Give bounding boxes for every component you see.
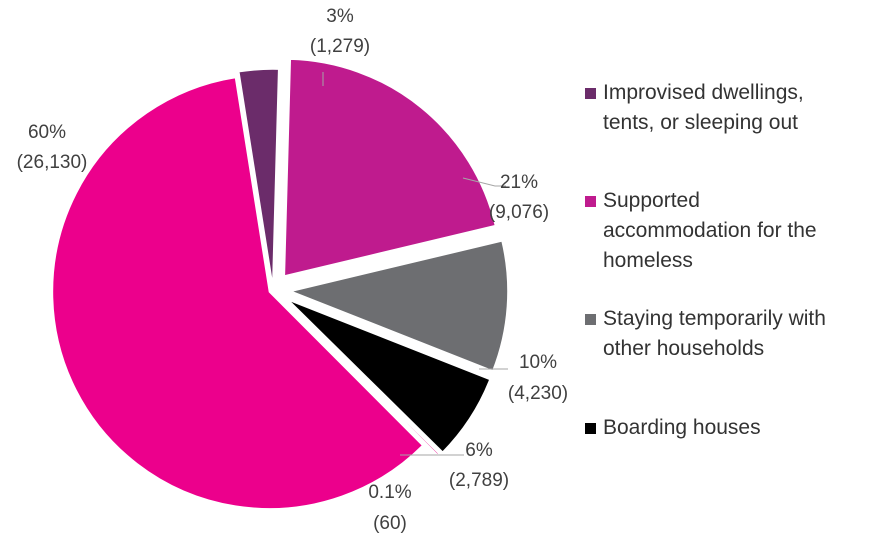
leader-line: [462, 177, 506, 187]
legend-label: Staying temporarily with other household…: [603, 307, 826, 360]
data-label-percent: 21%: [500, 172, 538, 193]
data-label-percent: 60%: [28, 122, 66, 143]
data-label-percent: 0.1%: [368, 482, 411, 503]
legend-label: Improvised dwellings, tents, or sleeping…: [603, 81, 804, 134]
legend-swatch: [585, 423, 596, 434]
legend-item-improvised-dwellings: Improvised dwellings, tents, or sleeping…: [585, 78, 804, 138]
pie-slices: [51, 58, 509, 510]
pie-slice: [287, 299, 491, 454]
legend-label: Boarding houses: [603, 416, 761, 439]
pie-slice: [288, 239, 509, 372]
data-label-percent: 10%: [519, 352, 557, 373]
legend-item-staying-temporarily: Staying temporarily with other household…: [585, 304, 826, 364]
pie-slice: [283, 58, 497, 277]
data-label-percent: 3%: [326, 6, 354, 27]
pie-slice: [51, 76, 424, 510]
legend-swatch: [585, 196, 596, 207]
data-labels: 3% (1,279) 21% (9,076) 10% (4,230) 6% (2,789) 0.…: [17, 6, 568, 534]
legend-item-boarding-houses: Boarding houses: [585, 413, 761, 443]
data-label-count: (1,279): [310, 36, 370, 57]
data-label-percent: 6%: [465, 440, 493, 461]
data-label-count: (9,076): [489, 202, 549, 223]
pie-slice: [237, 68, 280, 287]
legend-item-supported-accommodation: Supported accommodation for the homeless: [585, 186, 817, 276]
data-label-count: (26,130): [17, 152, 88, 173]
legend-label: Supported accommodation for the homeless: [603, 189, 817, 272]
legend-swatch: [585, 314, 596, 325]
leader-lines: [322, 72, 508, 456]
legend-swatch: [585, 88, 596, 99]
data-label-count: (60): [373, 513, 407, 534]
data-label-count: (4,230): [508, 383, 568, 404]
data-label-count: (2,789): [449, 470, 509, 491]
